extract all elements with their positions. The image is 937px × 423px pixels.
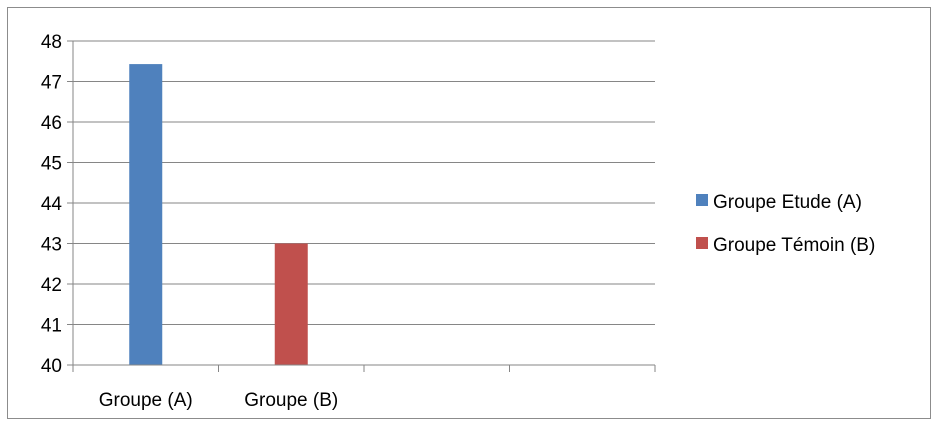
x-category-label: Groupe (B) bbox=[244, 390, 338, 411]
legend: Groupe Etude (A) Groupe Témoin (B) bbox=[696, 192, 875, 256]
axes bbox=[67, 41, 656, 372]
y-tick-label: 47 bbox=[41, 73, 62, 94]
legend-label: Groupe Témoin (B) bbox=[713, 235, 875, 256]
bar bbox=[129, 64, 163, 366]
legend-label: Groupe Etude (A) bbox=[713, 192, 862, 213]
bars bbox=[129, 64, 308, 366]
legend-swatch bbox=[696, 237, 708, 249]
x-category-label: Groupe (A) bbox=[99, 390, 193, 411]
legend-swatch bbox=[696, 194, 708, 206]
y-tick-label: 41 bbox=[41, 316, 62, 337]
y-tick-label: 40 bbox=[41, 356, 62, 377]
y-tick-label: 46 bbox=[41, 113, 62, 134]
x-axis-categories: Groupe (A) Groupe (B) bbox=[99, 390, 338, 411]
y-axis-ticks: 40 41 42 43 44 45 46 47 48 bbox=[41, 32, 63, 377]
y-tick-label: 43 bbox=[41, 235, 62, 256]
y-tick-label: 42 bbox=[41, 275, 62, 296]
bar bbox=[274, 243, 308, 365]
y-tick-label: 44 bbox=[41, 194, 63, 215]
y-tick-label: 48 bbox=[41, 32, 62, 53]
y-tick-label: 45 bbox=[41, 154, 62, 175]
gridlines bbox=[67, 40, 655, 325]
